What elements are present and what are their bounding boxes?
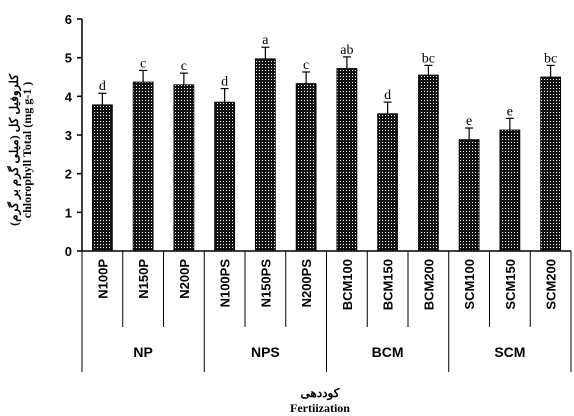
significance-label: d xyxy=(99,79,106,94)
y-tick-label: 3 xyxy=(65,128,72,143)
group-label: SCM xyxy=(494,344,525,360)
significance-label: a xyxy=(262,33,269,48)
significance-label: ab xyxy=(340,43,353,58)
category-label: BCM100 xyxy=(340,259,355,310)
bar xyxy=(377,113,399,252)
y-axis-label-english: chlorophyll Total (mg g-1 ) xyxy=(20,82,34,218)
bar xyxy=(173,84,195,252)
significance-label: d xyxy=(384,88,391,103)
category-label: N200P xyxy=(177,259,192,299)
y-tick-label: 2 xyxy=(65,167,72,182)
bars: d c c d a c ab d bc e e bc xyxy=(91,33,562,252)
significance-label: e xyxy=(507,104,513,119)
significance-label: c xyxy=(303,58,309,73)
significance-label: bc xyxy=(422,51,435,66)
y-tick-label: 0 xyxy=(65,244,72,259)
group-label: NP xyxy=(133,344,152,360)
bar xyxy=(499,129,521,252)
significance-label: bc xyxy=(544,51,557,66)
significance-label: e xyxy=(466,114,472,129)
bar xyxy=(295,83,317,252)
x-axis-label-persian: کوددهی xyxy=(301,386,340,401)
y-tick-label: 5 xyxy=(65,51,72,66)
bar xyxy=(132,81,154,252)
y-tick-label: 6 xyxy=(65,12,72,27)
y-axis-ticks: 0 1 2 3 4 5 6 xyxy=(65,12,83,259)
bar xyxy=(540,76,562,252)
bar xyxy=(254,58,276,252)
bar xyxy=(336,68,358,252)
y-tick-label: 4 xyxy=(65,89,73,104)
bar xyxy=(214,101,236,252)
y-axis-label-persian: کلروفیل کل (میلی گرم بر گرم) xyxy=(6,74,22,226)
significance-label: c xyxy=(181,59,187,74)
y-tick-label: 1 xyxy=(65,205,72,220)
significance-label: d xyxy=(221,75,228,90)
category-label: SCM200 xyxy=(544,259,559,310)
category-labels: N100P N150P N200P N100PS N150PS N200PS BCM100 B… xyxy=(81,251,572,327)
category-label: N100P xyxy=(95,259,110,299)
bar xyxy=(417,74,439,252)
category-label: BCM200 xyxy=(421,259,436,310)
category-label: N100PS xyxy=(218,259,233,308)
category-label: N200PS xyxy=(299,259,314,308)
category-label: N150PS xyxy=(258,259,273,308)
category-label: SCM100 xyxy=(462,259,477,310)
group-labels: NP NPS BCM SCM xyxy=(81,327,572,372)
category-label: N150P xyxy=(136,259,151,299)
bar xyxy=(91,104,113,252)
significance-label: c xyxy=(140,56,146,71)
category-label: SCM150 xyxy=(503,259,518,310)
x-axis-label-english: Fertiization xyxy=(290,401,350,415)
bar xyxy=(458,139,480,252)
group-label: NPS xyxy=(251,344,280,360)
group-label: BCM xyxy=(372,344,404,360)
category-label: BCM150 xyxy=(381,259,396,310)
